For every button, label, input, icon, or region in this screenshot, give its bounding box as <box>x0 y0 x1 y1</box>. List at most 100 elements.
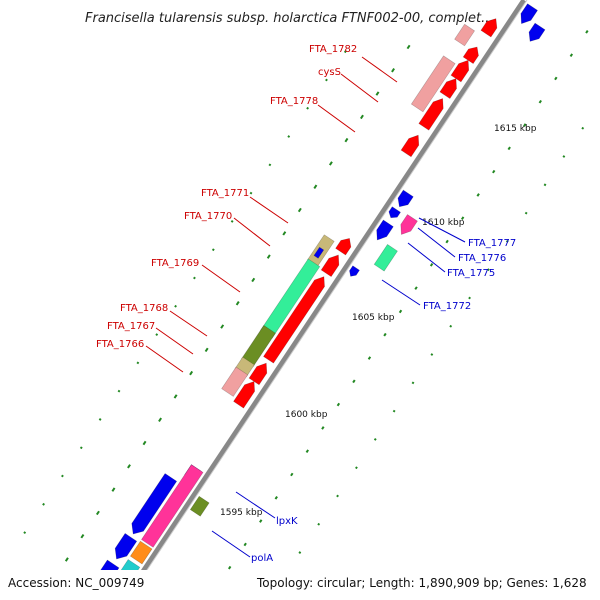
gc-dot <box>305 449 309 454</box>
gc-dot <box>259 519 263 523</box>
gene-cds <box>320 254 340 278</box>
gene-cds <box>400 214 418 235</box>
gc-dot <box>243 542 247 547</box>
label-fta1766: FTA_1766 <box>96 339 144 350</box>
gene-cds <box>233 381 255 409</box>
gc-dot <box>282 231 287 236</box>
gc-dot <box>189 370 194 376</box>
gene-cds <box>480 18 498 38</box>
gc-dot <box>383 332 387 337</box>
leader-fta1778 <box>317 104 356 133</box>
tick-label-1595: 1595 kbp <box>220 508 263 518</box>
gc-dot <box>142 440 147 446</box>
gene-cds <box>397 189 414 208</box>
gc-dot <box>42 502 45 506</box>
gc-dot <box>274 495 278 500</box>
gene-cds <box>313 246 325 259</box>
gene-cds <box>349 265 360 277</box>
gc-dot <box>562 155 566 158</box>
gene-cds <box>418 98 444 131</box>
label-fta1771: FTA_1771 <box>201 188 249 199</box>
gc-dot <box>230 220 234 223</box>
label-fta1782: FTA_1782 <box>309 44 357 55</box>
gene-cds <box>520 3 538 25</box>
gc-dot <box>251 277 256 283</box>
gc-dot <box>306 106 309 110</box>
gc-dot <box>211 248 215 252</box>
leader-cyss <box>340 73 379 103</box>
gc-dot <box>80 533 85 539</box>
gene-cds <box>131 473 178 535</box>
label-fta1768: FTA_1768 <box>120 303 168 314</box>
gene-cds <box>141 464 204 548</box>
gc-dot <box>136 361 140 365</box>
gc-dot <box>127 464 131 469</box>
gc-dot <box>406 44 411 50</box>
label-pola: polA <box>251 553 273 564</box>
leader-fta1782 <box>361 56 398 83</box>
leader-fta1766 <box>145 345 184 373</box>
gc-dot <box>430 353 434 356</box>
gc-dot <box>268 163 272 167</box>
gc-dot <box>328 161 333 166</box>
gc-dot <box>487 268 490 272</box>
gc-dot <box>173 394 178 399</box>
gc-dot <box>321 426 325 430</box>
gene-cds <box>410 55 456 113</box>
gc-dot <box>235 301 240 306</box>
gene-cds <box>376 219 394 241</box>
gc-dot <box>220 324 225 329</box>
gc-dot <box>392 409 396 413</box>
leader-fta1769 <box>201 264 241 293</box>
gc-dot <box>554 76 558 81</box>
gc-dot <box>581 126 585 130</box>
gene-cds <box>454 23 475 47</box>
leader-fta1768 <box>169 310 208 337</box>
gc-dot <box>344 137 349 143</box>
label-fta1776: FTA_1776 <box>458 253 506 264</box>
footer-summary: Topology: circular; Length: 1,890,909 bp… <box>256 576 587 590</box>
footer-bg <box>0 570 600 600</box>
leader-fta1777 <box>418 217 466 243</box>
genome-backbone <box>121 0 527 600</box>
gc-dot <box>460 216 465 221</box>
gc-dot <box>117 389 121 393</box>
gc-dot <box>492 169 496 174</box>
gc-dot <box>411 381 415 385</box>
gc-dot <box>313 184 318 189</box>
gc-dot <box>336 494 339 498</box>
tick-label-1605: 1605 kbp <box>352 313 395 323</box>
gc-dot <box>569 53 574 57</box>
gc-dot <box>367 356 372 360</box>
gene-cds <box>335 237 352 256</box>
leader-fta1775 <box>407 242 446 273</box>
gene-cds <box>462 46 479 65</box>
label-fta1775: FTA_1775 <box>447 268 495 279</box>
tick-label-1600: 1600 kbp <box>285 410 328 420</box>
gc-dot <box>398 309 403 314</box>
feature-track <box>98 3 546 598</box>
gc-dot <box>523 123 527 127</box>
gc-dot <box>290 472 294 477</box>
gene-cds <box>400 134 420 158</box>
leader-fta1776 <box>417 227 456 258</box>
leader-fta1771 <box>249 196 289 224</box>
gene-cds <box>114 533 138 560</box>
tick-label-1610: 1610 kbp <box>422 218 465 228</box>
gc-dot <box>476 193 480 197</box>
leader-fta1767 <box>155 327 194 355</box>
gene-cds <box>439 78 457 99</box>
gc-dot <box>414 286 418 290</box>
backbone-highlight <box>126 0 528 600</box>
gc-dot <box>445 239 449 244</box>
gc-dot <box>228 565 232 570</box>
label-fta1769: FTA_1769 <box>151 258 199 269</box>
gc-dot <box>352 379 356 384</box>
gc-dot <box>155 333 159 336</box>
gc-dot <box>391 68 395 73</box>
map-title: Francisella tularensis subsp. holarctica… <box>85 11 494 26</box>
gene-cds <box>450 59 470 83</box>
footer-accession: Accession: NC_009749 <box>8 576 144 590</box>
gc-dot <box>297 207 302 213</box>
gc-dots <box>23 30 589 570</box>
